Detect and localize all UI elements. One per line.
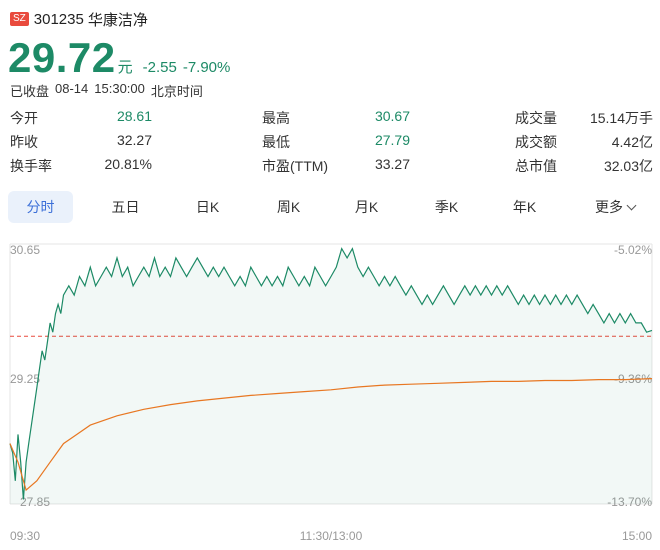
stat-value-prev-close: 32.27 <box>116 132 152 148</box>
current-price: 29.72 <box>8 34 116 81</box>
market-badge: SZ <box>10 12 29 26</box>
chevron-down-icon <box>626 200 637 211</box>
stat-label: 换手率 <box>10 158 52 174</box>
tab-weekly-k[interactable]: 周K <box>276 199 301 215</box>
stat-value-open: 28.61 <box>116 108 152 124</box>
stock-name: 华康洁净 <box>87 11 148 29</box>
stat-value-low: 27.79 <box>374 132 410 148</box>
stat-value-turnover-amount: 4.42亿 <box>611 134 653 150</box>
stock-header: SZ 301235 华康洁净 <box>10 8 148 30</box>
stat-label: 昨收 <box>10 134 38 150</box>
price-area-fill <box>10 248 652 504</box>
stat-label: 成交量 <box>515 110 557 126</box>
tab-five-day[interactable]: 五日 <box>111 199 140 215</box>
y-tick-label: 27.85 <box>20 495 50 509</box>
stat-label: 市盈(TTM) <box>262 158 329 174</box>
intraday-chart[interactable]: 30.65 29.25 27.85 -5.02% -9.36% -13.70% 09:30 1… <box>0 232 660 550</box>
x-tick-label: 11:30/13:00 <box>300 529 363 543</box>
stat-label: 成交额 <box>515 134 557 150</box>
price-line <box>9 247 653 500</box>
price-change: -2.55 <box>142 59 177 76</box>
stat-value-high: 30.67 <box>374 108 410 124</box>
price-change-percent: -7.90% <box>182 59 231 76</box>
stock-code: 301235 <box>33 10 84 28</box>
tab-more-label: 更多 <box>595 199 623 215</box>
stat-value-turnover-rate: 20.81% <box>104 156 152 172</box>
stat-label: 今开 <box>10 110 38 126</box>
stat-label: 最低 <box>262 134 290 150</box>
y-tick-label-percent: -13.70% <box>607 495 652 509</box>
stats-row: 今开 28.61 最高 30.67 成交量 15.14万手 <box>10 108 655 132</box>
market-status: 已收盘 08-14 15:30:00 北京时间 <box>10 81 203 100</box>
stat-value-market-cap: 32.03亿 <box>603 158 653 174</box>
y-tick-label: 30.65 <box>10 243 40 257</box>
status-timezone: 北京时间 <box>150 84 203 99</box>
price-unit: 元 <box>117 59 133 76</box>
tab-quarterly-k[interactable]: 季K <box>434 199 459 215</box>
y-tick-label: 29.25 <box>10 372 40 386</box>
stats-grid: 今开 28.61 最高 30.67 成交量 15.14万手 昨收 32.27 最… <box>10 108 655 180</box>
average-price-line <box>9 378 653 492</box>
x-tick-label: 09:30 <box>10 529 40 543</box>
status-time: 15:30:00 <box>94 81 145 96</box>
stat-value-pe-ttm: 33.27 <box>374 156 410 172</box>
tab-daily-k[interactable]: 日K <box>195 199 220 215</box>
chart-period-tabs: 分时 五日 日K 周K 月K 季K 年K 更多 <box>8 191 653 223</box>
stats-row: 昨收 32.27 最低 27.79 成交额 4.42亿 <box>10 132 655 156</box>
price-row: 29.72 元 -2.55 -7.90% <box>8 34 230 82</box>
tab-intraday[interactable]: 分时 <box>8 191 73 223</box>
stat-label: 总市值 <box>515 158 557 174</box>
tab-more[interactable]: 更多 <box>580 191 650 223</box>
stat-value-volume: 15.14万手 <box>589 110 653 126</box>
x-tick-label: 15:00 <box>622 529 652 543</box>
y-tick-label-percent: -5.02% <box>614 243 652 257</box>
stats-row: 换手率 20.81% 市盈(TTM) 33.27 总市值 32.03亿 <box>10 156 655 180</box>
status-text: 已收盘 <box>10 84 50 99</box>
tab-monthly-k[interactable]: 月K <box>354 199 379 215</box>
status-date: 08-14 <box>55 81 89 96</box>
stat-label: 最高 <box>262 110 290 126</box>
tab-yearly-k[interactable]: 年K <box>512 199 537 215</box>
